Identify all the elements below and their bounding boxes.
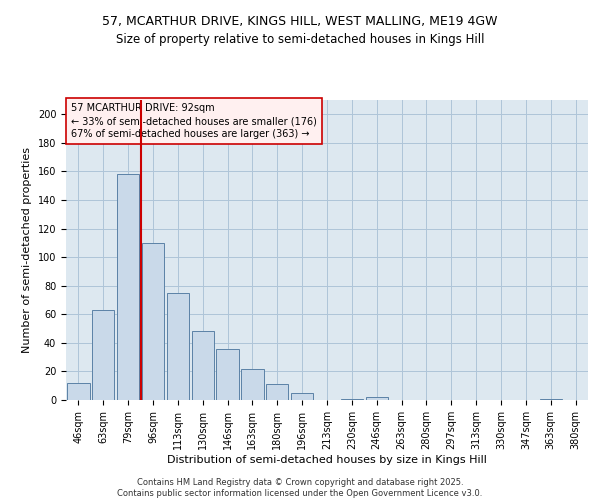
Text: Contains HM Land Registry data © Crown copyright and database right 2025.
Contai: Contains HM Land Registry data © Crown c… xyxy=(118,478,482,498)
Bar xyxy=(341,398,363,400)
Bar xyxy=(539,398,562,400)
Bar xyxy=(167,293,189,400)
Text: Size of property relative to semi-detached houses in Kings Hill: Size of property relative to semi-detach… xyxy=(116,32,484,46)
Bar xyxy=(291,393,313,400)
Bar xyxy=(266,384,289,400)
Bar xyxy=(142,243,164,400)
Bar xyxy=(241,368,263,400)
Bar xyxy=(191,332,214,400)
Bar xyxy=(365,397,388,400)
Bar xyxy=(117,174,139,400)
Bar xyxy=(67,383,89,400)
Text: 57 MCARTHUR DRIVE: 92sqm
← 33% of semi-detached houses are smaller (176)
67% of : 57 MCARTHUR DRIVE: 92sqm ← 33% of semi-d… xyxy=(71,103,317,140)
Bar xyxy=(92,310,115,400)
Text: 57, MCARTHUR DRIVE, KINGS HILL, WEST MALLING, ME19 4GW: 57, MCARTHUR DRIVE, KINGS HILL, WEST MAL… xyxy=(102,15,498,28)
X-axis label: Distribution of semi-detached houses by size in Kings Hill: Distribution of semi-detached houses by … xyxy=(167,454,487,464)
Y-axis label: Number of semi-detached properties: Number of semi-detached properties xyxy=(22,147,32,353)
Bar xyxy=(217,348,239,400)
